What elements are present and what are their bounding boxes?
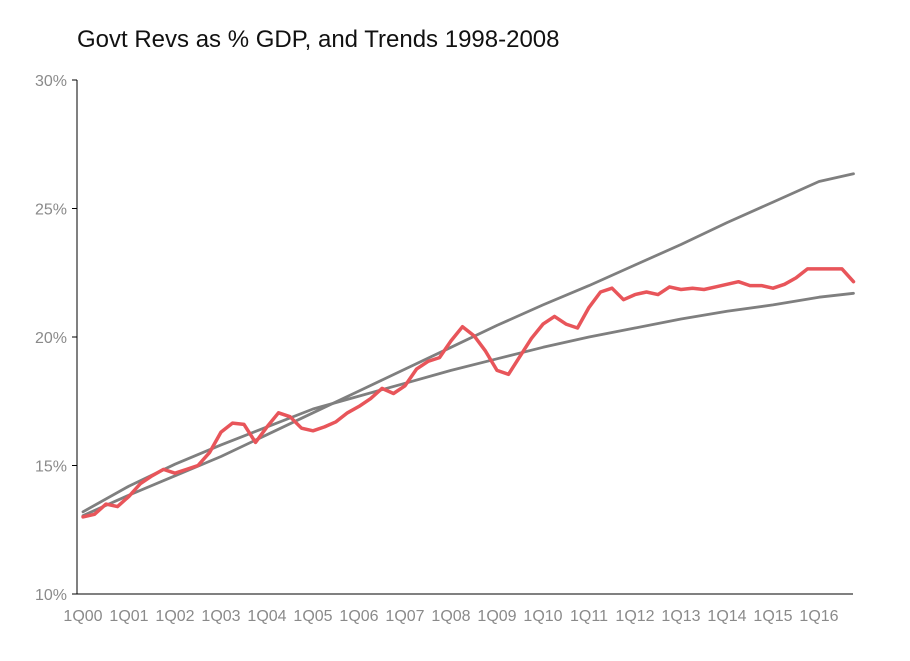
y-tick-label: 25% [35, 202, 67, 219]
series-line-trend-low [81, 291, 855, 514]
x-tick-label: 1Q10 [523, 608, 562, 625]
x-axis-ticks: 1Q00 1Q01 1Q02 1Q03 1Q04 1Q05 1Q06 1Q07 1Q08 1Q09… [63, 608, 838, 625]
x-tick-label: 1Q13 [661, 608, 700, 625]
x-tick-label: 1Q09 [477, 608, 516, 625]
x-tick-label: 1Q07 [385, 608, 424, 625]
y-tick-label: 15% [35, 459, 67, 476]
series-line-actual [81, 267, 856, 519]
y-tick-label: 20% [35, 330, 67, 347]
x-tick-label: 1Q12 [615, 608, 654, 625]
y-tick-label: 10% [35, 587, 67, 604]
x-tick-label: 1Q11 [570, 608, 608, 625]
series-layer [81, 172, 856, 519]
x-tick-label: 1Q08 [431, 608, 470, 625]
x-tick-label: 1Q06 [339, 608, 378, 625]
y-axis-ticks: 10% 15% 20% 25% 30% [35, 73, 77, 604]
chart-title: Govt Revs as % GDP, and Trends 1998-2008 [77, 26, 560, 53]
x-tick-label: 1Q03 [201, 608, 240, 625]
x-tick-label: 1Q05 [293, 608, 332, 625]
x-tick-label: 1Q15 [753, 608, 792, 625]
x-tick-label: 1Q01 [109, 608, 148, 625]
x-tick-label: 1Q02 [155, 608, 194, 625]
x-tick-label: 1Q04 [247, 608, 286, 625]
y-tick-label: 30% [35, 73, 67, 90]
x-tick-label: 1Q14 [707, 608, 746, 625]
x-tick-label: 1Q16 [799, 608, 838, 625]
x-tick-label: 1Q00 [63, 608, 102, 625]
